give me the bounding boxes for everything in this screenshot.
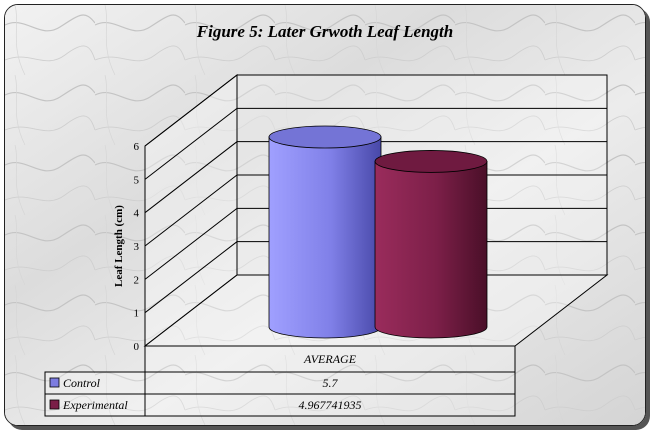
- y-tick-label: 5: [134, 174, 140, 186]
- bar-body: [268, 136, 382, 339]
- legend-label-control: Control: [63, 376, 101, 390]
- bar-body: [374, 161, 488, 339]
- gridline: [144, 141, 607, 214]
- chart-frame: Figure 5: Later Grwoth Leaf Length 0 1 2 3 4…: [4, 4, 646, 426]
- gridline: [144, 107, 607, 180]
- legend-swatch-experimental: [49, 399, 60, 410]
- bar-top: [374, 150, 488, 173]
- chart-title: Figure 5: Later Grwoth Leaf Length: [196, 22, 453, 41]
- table-category-label: AVERAGE: [303, 352, 357, 366]
- y-tick-label: 6: [134, 141, 140, 153]
- table-header-cell: [144, 345, 516, 373]
- gridline: [144, 74, 607, 147]
- bar-control: [268, 125, 382, 339]
- legend-swatch-control: [49, 377, 60, 388]
- legend-label-experimental: Experimental: [62, 398, 128, 412]
- y-axis-label: Leaf Length (cm): [113, 205, 125, 287]
- table-value-experimental: 4.967741935: [299, 398, 362, 412]
- bar-top: [268, 125, 382, 149]
- bar-experimental: [374, 150, 488, 339]
- chart: Figure 5: Later Grwoth Leaf Length 0 1 2 3 4…: [5, 5, 645, 425]
- data-table: AVERAGE Control 5.7 Experimental 4.96774…: [44, 345, 516, 417]
- y-tick-label: 0: [134, 341, 140, 353]
- y-tick-label: 1: [134, 308, 140, 320]
- table-value-control: 5.7: [323, 376, 339, 390]
- table-value-cell: [144, 393, 516, 417]
- y-tick-label: 4: [134, 208, 140, 220]
- y-tick-label: 3: [134, 241, 140, 253]
- y-axis-ticks: 0 1 2 3 4 5 6: [134, 141, 140, 353]
- y-tick-label: 2: [134, 274, 140, 286]
- bars: [268, 125, 488, 339]
